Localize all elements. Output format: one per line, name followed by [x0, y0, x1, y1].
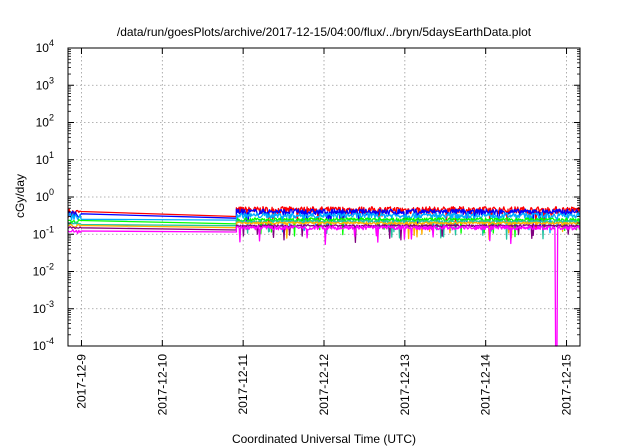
y-tick-exponent: 1: [49, 150, 54, 160]
y-tick-base: 10: [33, 339, 47, 353]
series-line: [67, 225, 581, 347]
y-tick-exponent: -3: [46, 299, 54, 309]
y-tick-exponent: 4: [49, 38, 54, 48]
x-tick-label: 2017-12-11: [236, 354, 250, 415]
y-tick-label: 10-4: [33, 336, 54, 353]
x-tick-label: 2017-12-15: [560, 354, 574, 416]
y-tick-label: 103: [36, 75, 54, 92]
y-tick-exponent: 3: [49, 75, 54, 85]
y-tick-base: 10: [33, 302, 47, 316]
y-tick-exponent: -4: [46, 336, 54, 346]
series-layer: [67, 206, 581, 347]
y-tick-exponent: 0: [49, 187, 54, 197]
series-line: [67, 206, 581, 230]
x-ticks: 2017-12-9 2017-12-10 2017-12-11 2017-12-12 2…: [74, 48, 574, 416]
chart-title: /data/run/goesPlots/archive/2017-12-15/0…: [117, 25, 532, 39]
y-tick-exponent: -1: [46, 224, 54, 234]
y-tick-base: 10: [36, 153, 50, 167]
series-line: [67, 212, 581, 234]
y-tick-label: 10-1: [33, 224, 54, 241]
y-tick-exponent: 2: [49, 113, 54, 123]
y-axis-label: cGy/day: [13, 174, 27, 218]
y-tick-base: 10: [36, 190, 50, 204]
series-line: [67, 221, 580, 240]
y-tick-base: 10: [33, 227, 47, 241]
y-tick-base: 10: [36, 116, 50, 130]
y-tick-label: 101: [36, 150, 54, 167]
y-tick-base: 10: [36, 41, 50, 55]
x-tick-label: 2017-12-12: [317, 354, 331, 416]
y-tick-label: 104: [36, 38, 54, 55]
x-axis-label: Coordinated Universal Time (UTC): [232, 432, 416, 446]
y-tick-exponent: -2: [46, 262, 54, 272]
x-tick-label: 2017-12-13: [398, 354, 412, 416]
y-tick-label: 10-2: [33, 262, 54, 279]
x-tick-label: 2017-12-10: [155, 354, 169, 416]
x-tick-label: 2017-12-14: [479, 354, 493, 416]
y-tick-base: 10: [33, 265, 47, 279]
y-tick-label: 102: [36, 113, 54, 130]
grid: [68, 48, 580, 346]
y-tick-label: 10-3: [33, 299, 54, 316]
y-tick-label: 100: [36, 187, 54, 204]
x-tick-label: 2017-12-9: [74, 354, 88, 409]
series-line: [67, 219, 580, 240]
y-tick-base: 10: [36, 78, 50, 92]
series-line: [67, 208, 580, 229]
